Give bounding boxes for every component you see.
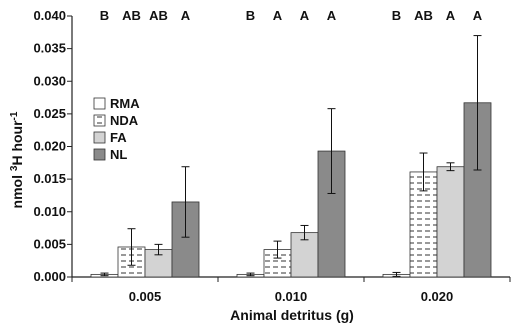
significance-letter: AB <box>414 8 433 23</box>
y-tick-label: 0.020 <box>33 139 66 154</box>
legend-label-nda: NDA <box>110 113 139 128</box>
x-tick-label: 0.020 <box>421 289 454 304</box>
legend-label-fa: FA <box>110 130 127 145</box>
legend-label-nl: NL <box>110 147 127 162</box>
significance-letter: B <box>100 8 109 23</box>
legend-swatch-rma <box>93 97 106 110</box>
y-tick-label: 0.030 <box>33 73 66 88</box>
significance-letter: A <box>327 8 337 23</box>
legend-swatch-fa <box>93 131 106 144</box>
significance-letter: A <box>446 8 456 23</box>
significance-letter: A <box>181 8 191 23</box>
significance-letter: A <box>473 8 483 23</box>
plot-area: 0.000 0.005 0.010 0.015 0.020 0.025 0.030 0.035… <box>33 8 511 304</box>
significance-letter: A <box>300 8 310 23</box>
bar-fa <box>436 166 465 278</box>
significance-letter: AB <box>149 8 168 23</box>
significance-letter: B <box>246 8 255 23</box>
legend-label-rma: RMA <box>110 96 140 111</box>
x-axis-title: Animal detritus (g) <box>230 307 354 323</box>
x-tick-label: 0.010 <box>275 289 308 304</box>
legend-swatch-nl <box>93 148 106 161</box>
y-tick-label: 0.000 <box>33 269 66 284</box>
y-tick-label: 0.005 <box>33 236 66 251</box>
y-tick-label: 0.040 <box>33 8 66 23</box>
legend: RMA NDA FA NL <box>93 96 140 162</box>
significance-letter: B <box>392 8 401 23</box>
y-tick-label: 0.025 <box>33 106 66 121</box>
y-tick-label: 0.015 <box>33 171 66 186</box>
y-tick-label: 0.035 <box>33 41 66 56</box>
y-axis-title: nmol 3H hour-1 <box>9 111 25 208</box>
significance-letter: AB <box>122 8 141 23</box>
y-tick-label: 0.010 <box>33 204 66 219</box>
significance-letter: A <box>273 8 283 23</box>
legend-swatch-nda <box>93 114 106 127</box>
x-tick-label: 0.005 <box>129 289 162 304</box>
